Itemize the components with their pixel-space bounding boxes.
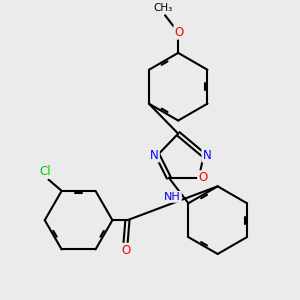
Text: O: O [198, 171, 207, 184]
Text: CH₃: CH₃ [154, 3, 173, 13]
Text: O: O [174, 26, 184, 39]
Text: N: N [202, 148, 211, 162]
Text: O: O [121, 244, 130, 257]
Text: NH: NH [164, 192, 181, 202]
Text: Cl: Cl [40, 165, 51, 178]
Text: N: N [150, 148, 159, 162]
